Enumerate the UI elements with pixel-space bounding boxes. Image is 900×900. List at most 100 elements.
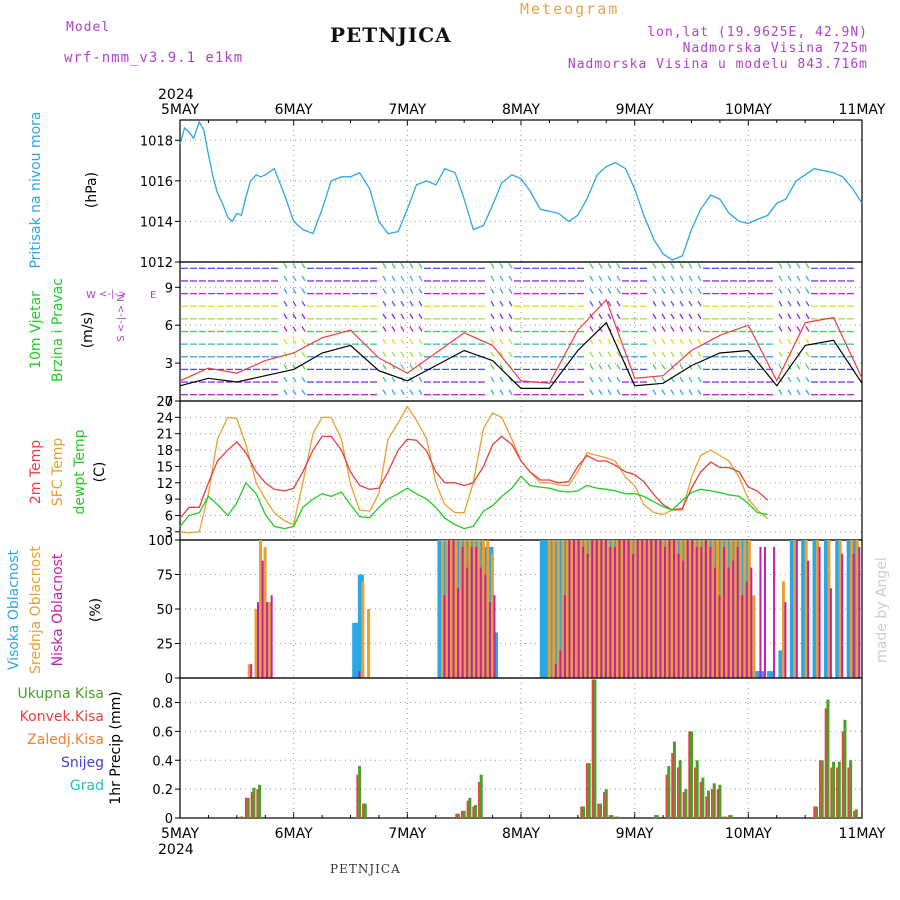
wind-arrow — [418, 389, 423, 396]
cloud-mid-bar — [634, 540, 638, 678]
wind-arrow — [805, 288, 810, 294]
wind-arrow — [391, 338, 396, 345]
cloud-low-bar — [452, 540, 455, 678]
bottom-day-label: 11MAY — [839, 826, 886, 842]
temp-ylabel-3: dewpt Temp — [72, 429, 88, 514]
wind-arrow — [670, 288, 675, 294]
wind-arrow — [616, 288, 621, 294]
cloud-mid-bar — [463, 540, 467, 678]
wind-arrow — [409, 288, 414, 294]
cloud-mid-bar — [643, 540, 647, 678]
cloud-low-bar — [736, 546, 739, 678]
wind-arrow — [688, 376, 693, 383]
wind-arrow — [697, 326, 702, 332]
wind-arrow — [418, 338, 423, 345]
cloud-low-bar — [852, 553, 855, 678]
wind-arrow — [598, 364, 603, 370]
wind-arrow — [589, 376, 594, 383]
cloud-mid-bar — [477, 540, 481, 678]
wind-arrow — [697, 313, 702, 320]
wind-arrow — [301, 338, 306, 345]
wind-arrow — [616, 313, 621, 320]
wind-arrow — [616, 326, 621, 332]
cloud-mid-bar — [793, 540, 797, 678]
wind-arrow — [805, 364, 810, 370]
cloud-high-bar — [539, 540, 546, 678]
cloud-low-bar — [266, 602, 269, 678]
model-label: Model — [66, 20, 111, 35]
precip-total-bar — [701, 777, 705, 818]
wind-arrow — [598, 288, 603, 294]
wind-arrow — [418, 262, 423, 269]
cloud-mid-bar — [855, 540, 859, 678]
wind-arrow — [679, 376, 684, 383]
wind-arrow — [598, 275, 603, 282]
wind-arrow — [616, 351, 621, 358]
wind-arrow — [778, 364, 783, 370]
wind-arrow — [697, 376, 702, 383]
wind-arrow — [409, 376, 414, 383]
cloud-panel-ytick-label: 100 — [148, 534, 173, 549]
cloud-high-bar — [753, 671, 760, 678]
precip-total-bar — [854, 809, 858, 818]
precip-total-bar — [599, 803, 603, 818]
cloud-low-bar — [677, 553, 680, 678]
precip-total-bar — [832, 761, 836, 818]
cloud-mid-bar — [259, 540, 263, 678]
wind-arrow — [283, 338, 288, 345]
page-title: PETNJICA — [330, 23, 452, 47]
precip-total-bar — [610, 815, 614, 818]
wind-arrow — [652, 376, 657, 383]
bottom-day-label: 8MAY — [502, 826, 540, 842]
precip-total-bar — [587, 763, 591, 818]
wind-arrow — [652, 300, 657, 307]
precip-total-bar — [363, 803, 367, 818]
cloud-high-bar — [846, 540, 853, 678]
precip-convective-bar — [847, 767, 850, 818]
wind-arrow — [418, 288, 423, 294]
wind-arrow — [661, 275, 666, 282]
cloud-high-bar — [357, 574, 364, 678]
wind-arrow — [679, 275, 684, 282]
wind-arrow — [499, 262, 504, 269]
wind-arrow — [697, 364, 702, 370]
wind-arrow — [778, 300, 783, 307]
wind-arrow — [697, 338, 702, 345]
cloud-low-bar — [663, 546, 666, 678]
temp-panel-ytick-label: 24 — [156, 411, 173, 426]
cloud-mid-bar — [597, 540, 601, 678]
cloud-mid-bar — [629, 540, 633, 678]
wind-arrow — [499, 275, 504, 282]
cloud-mid-bar — [729, 540, 733, 678]
wind-arrow — [283, 288, 288, 294]
cloud-high-bar — [835, 540, 842, 678]
temp-sfc-line — [179, 405, 769, 534]
meteogram-label: Meteogram — [520, 0, 620, 18]
wind-arrow — [283, 376, 288, 383]
wind-arrow — [490, 326, 495, 332]
cloud-low-bar — [600, 540, 603, 678]
wind-arrow — [607, 275, 612, 282]
cloud-low-bar — [695, 546, 698, 678]
wind-arrow — [418, 313, 423, 320]
cloud-mid-bar — [716, 540, 720, 678]
wind-arrow — [598, 313, 603, 320]
precip-convective-bar — [824, 708, 827, 818]
wind-arrow — [589, 262, 594, 269]
wind-arrow — [508, 326, 513, 332]
wind-arrow — [787, 338, 792, 345]
wind-arrow — [787, 376, 792, 383]
temp-2m-line — [179, 435, 769, 519]
wind-arrow — [589, 351, 594, 358]
wind-arrow — [589, 338, 594, 345]
wind-arrow — [292, 376, 297, 383]
wind-ylabel-1: 10m Vjetar — [28, 291, 44, 369]
wind-arrow — [301, 351, 306, 358]
cloud-low-bar — [723, 546, 726, 678]
precip-legend-item: Snijeg — [61, 755, 104, 771]
cloud-mid-bar — [850, 540, 854, 678]
precip-total-bar — [712, 783, 716, 818]
top-day-label: 10MAY — [725, 102, 772, 118]
wind-arrow — [661, 351, 666, 358]
wind-arrow — [670, 313, 675, 320]
